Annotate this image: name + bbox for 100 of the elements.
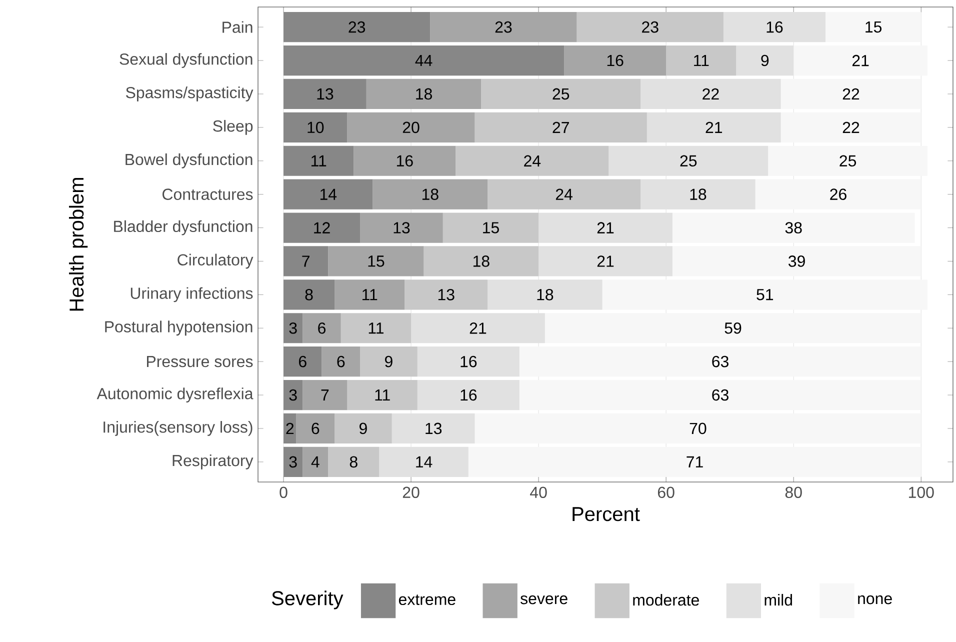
- bar: [284, 380, 303, 410]
- bar: [360, 346, 418, 377]
- legend-label: extreme: [398, 594, 456, 606]
- bar: [302, 446, 328, 477]
- bar: [284, 12, 430, 42]
- data-label: 14: [320, 188, 337, 200]
- data-label: 6: [312, 422, 320, 434]
- data-label: 21: [706, 122, 722, 133]
- bar: [360, 212, 443, 243]
- bar: [366, 78, 482, 110]
- data-label: 15: [368, 256, 384, 267]
- bar: [474, 112, 647, 142]
- data-label: 44: [415, 55, 432, 66]
- legend-title: Severity: [272, 590, 344, 610]
- bar: [379, 446, 468, 477]
- y-tick-label: Urinary infections: [130, 287, 253, 302]
- bar: [417, 346, 520, 377]
- y-tick-label: Bladder dysfunction: [114, 220, 252, 236]
- bar: [404, 280, 488, 310]
- y-tick-label: Injuries(sensory loss): [104, 421, 252, 436]
- bar: [334, 280, 405, 310]
- y-tick-label: Circulatory: [178, 254, 254, 269]
- data-label: 11: [311, 155, 326, 166]
- bar: [372, 179, 488, 210]
- bar: [296, 413, 335, 444]
- data-label: 8: [305, 289, 313, 300]
- data-label: 27: [552, 122, 569, 133]
- data-label: 4: [311, 456, 320, 468]
- data-label: 6: [299, 356, 306, 368]
- data-label: 22: [842, 122, 860, 133]
- y-tick-label: Postural hypotension: [105, 320, 252, 336]
- x-tick-label: 40: [530, 486, 547, 498]
- data-label: 7: [302, 256, 310, 267]
- bar: [284, 313, 303, 344]
- data-label: 16: [460, 389, 477, 401]
- bar: [284, 346, 322, 377]
- data-label: 70: [690, 422, 706, 434]
- data-label: 13: [426, 422, 442, 434]
- data-label: 6: [318, 322, 326, 334]
- bar: [430, 12, 577, 42]
- data-label: 23: [348, 21, 366, 33]
- data-label: 8: [350, 456, 358, 468]
- data-label: 3: [289, 322, 297, 334]
- data-label: 9: [360, 422, 367, 434]
- data-label: 39: [788, 256, 805, 267]
- bar: [424, 246, 539, 276]
- bar: [284, 280, 335, 310]
- bar: [284, 413, 296, 444]
- x-tick-label: 100: [908, 486, 934, 498]
- data-label: 24: [556, 188, 572, 200]
- y-tick-label: Bowel dysfunction: [126, 153, 252, 168]
- bar: [328, 246, 424, 276]
- y-tick-label: Pain: [222, 21, 252, 33]
- bar: [347, 112, 475, 142]
- data-label: 12: [314, 222, 330, 234]
- data-label: 11: [362, 289, 378, 300]
- y-tick-label: Sexual dysfunction: [120, 53, 252, 68]
- y-tick-label: Pressure sores: [147, 356, 253, 368]
- bar: [456, 146, 609, 176]
- data-label: 63: [712, 356, 728, 368]
- bar: [284, 179, 373, 210]
- data-label: 11: [694, 55, 709, 66]
- data-label: 22: [702, 88, 719, 100]
- legend-label: none: [858, 595, 892, 604]
- data-label: 6: [337, 356, 345, 368]
- bar: [328, 446, 380, 477]
- y-axis-title: Health problem: [68, 178, 88, 311]
- bar: [334, 413, 392, 444]
- bar: [340, 313, 412, 344]
- data-label: 16: [766, 21, 783, 33]
- y-tick-label: Respiratory: [172, 454, 254, 470]
- x-tick-label: 0: [280, 486, 288, 498]
- bar: [354, 146, 456, 176]
- data-label: 11: [375, 390, 390, 401]
- data-label: 18: [690, 188, 706, 200]
- x-tick-label: 60: [658, 486, 674, 498]
- data-label: 51: [756, 289, 774, 300]
- data-label: 23: [642, 21, 658, 33]
- bar: [347, 380, 418, 410]
- data-label: 21: [852, 54, 869, 66]
- data-label: 15: [483, 222, 499, 234]
- legend-label: mild: [764, 594, 792, 606]
- data-label: 16: [607, 54, 624, 66]
- bar: [284, 446, 303, 477]
- data-label: 24: [524, 155, 541, 166]
- x-tick-label: 80: [785, 486, 802, 498]
- data-label: 13: [438, 289, 454, 300]
- data-label: 7: [321, 390, 329, 401]
- bar: [284, 146, 354, 176]
- data-label: 20: [402, 122, 420, 134]
- data-label: 9: [761, 54, 769, 66]
- data-label: 59: [724, 322, 742, 334]
- bar: [302, 380, 348, 410]
- data-label: 63: [712, 389, 728, 401]
- data-label: 18: [416, 88, 432, 100]
- bar: [481, 78, 641, 110]
- y-tick-label: Contractures: [162, 188, 253, 200]
- x-tick-label: 20: [402, 486, 420, 498]
- data-label: 16: [396, 155, 413, 167]
- data-label: 21: [470, 322, 486, 334]
